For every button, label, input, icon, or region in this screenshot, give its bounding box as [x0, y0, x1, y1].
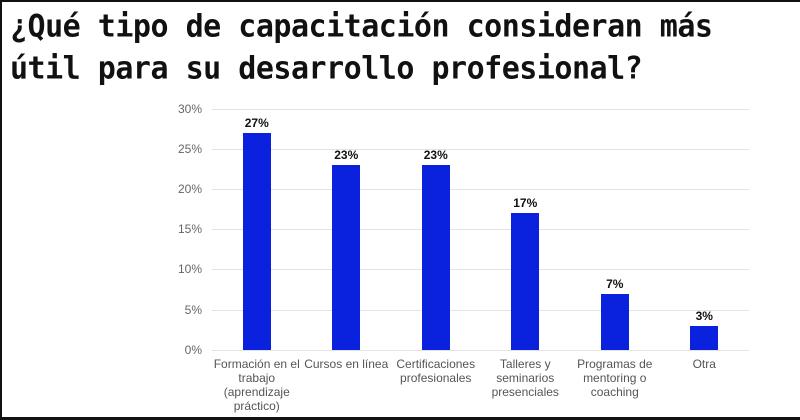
bar	[600, 293, 629, 350]
chart-title: ¿Qué tipo de capacitación consideran más…	[10, 8, 713, 87]
gridline	[212, 109, 749, 110]
gridline	[212, 229, 749, 230]
y-tick-label: 20%	[177, 182, 202, 196]
x-category-label: Formación en el trabajo (aprendizaje prá…	[213, 357, 300, 413]
x-category-label: Otra	[692, 357, 716, 371]
bar	[511, 213, 540, 350]
bar-value-label: 23%	[334, 148, 359, 163]
x-category-label: Talleres y seminarios presenciales	[491, 357, 559, 399]
y-tick-label: 5%	[184, 303, 202, 317]
y-tick-label: 25%	[177, 142, 202, 156]
y-tick-label: 15%	[177, 222, 202, 236]
bar	[690, 325, 719, 350]
y-tick-label: 10%	[177, 262, 202, 276]
x-category-label: Programas de mentoring o coaching	[577, 357, 653, 399]
x-category-label: Certificaciones profesionales	[396, 357, 476, 385]
bar	[242, 133, 271, 350]
x-category-label: Cursos en línea	[304, 357, 389, 371]
bar	[332, 165, 361, 350]
bar-value-label: 3%	[695, 308, 713, 323]
bar-value-label: 7%	[606, 276, 624, 291]
gridline	[212, 149, 749, 150]
y-tick-label: 30%	[177, 102, 202, 116]
y-tick-label: 0%	[184, 343, 202, 357]
gridline	[212, 310, 749, 311]
bar	[421, 165, 450, 350]
bar-value-label: 27%	[244, 116, 269, 131]
bar-value-label: 23%	[423, 148, 448, 163]
gridline	[212, 269, 749, 270]
gridline	[212, 189, 749, 190]
bar-value-label: 17%	[513, 196, 538, 211]
gridline-baseline	[212, 350, 749, 351]
